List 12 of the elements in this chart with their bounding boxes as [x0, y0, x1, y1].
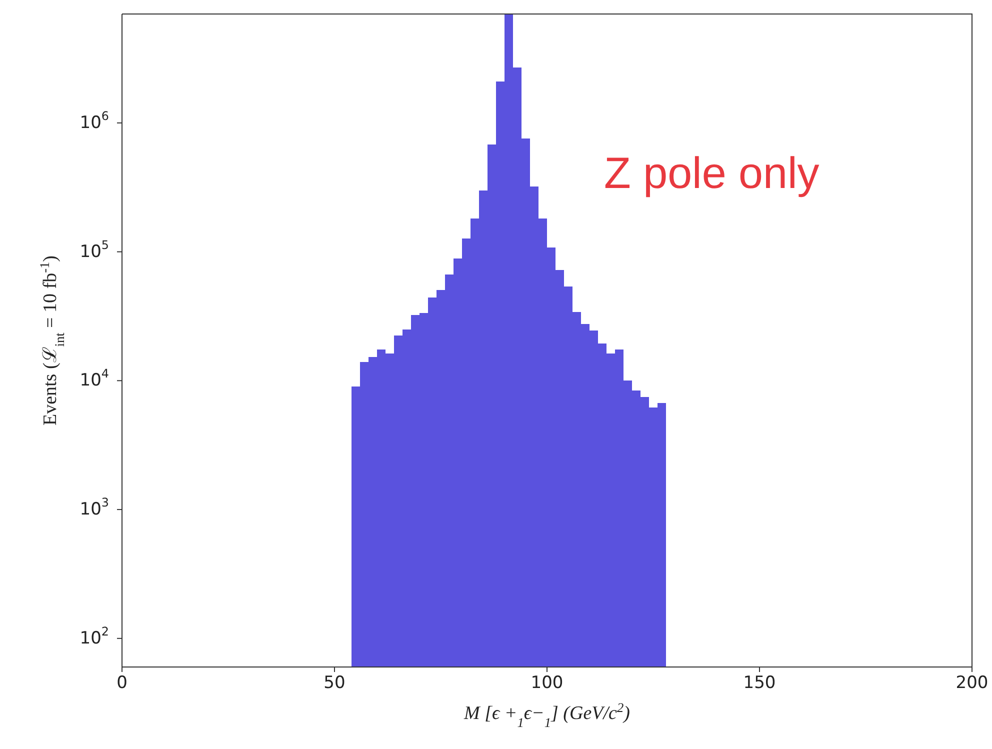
- y-tick-label: 10$^{4}$: [80, 366, 109, 391]
- x-tick-label: 200: [956, 673, 988, 693]
- x-tick-label: 100: [530, 673, 564, 693]
- x-axis-title: M [ϵ +$_{1}$ϵ−$_{1}$] (GeV/c$^{2}$): [463, 700, 630, 730]
- x-tick-label: 150: [743, 673, 776, 693]
- y-tick-label: 10$^{3}$: [80, 496, 109, 520]
- y-tick-label: 10$^{2}$: [80, 624, 109, 648]
- annotation: Z pole only: [604, 149, 820, 198]
- y-tick-label: 10$^{6}$: [80, 108, 109, 133]
- x-tick-label: 0: [116, 673, 128, 693]
- x-tick-label: 50: [324, 673, 346, 693]
- y-tick-label: 10$^{5}$: [80, 238, 109, 262]
